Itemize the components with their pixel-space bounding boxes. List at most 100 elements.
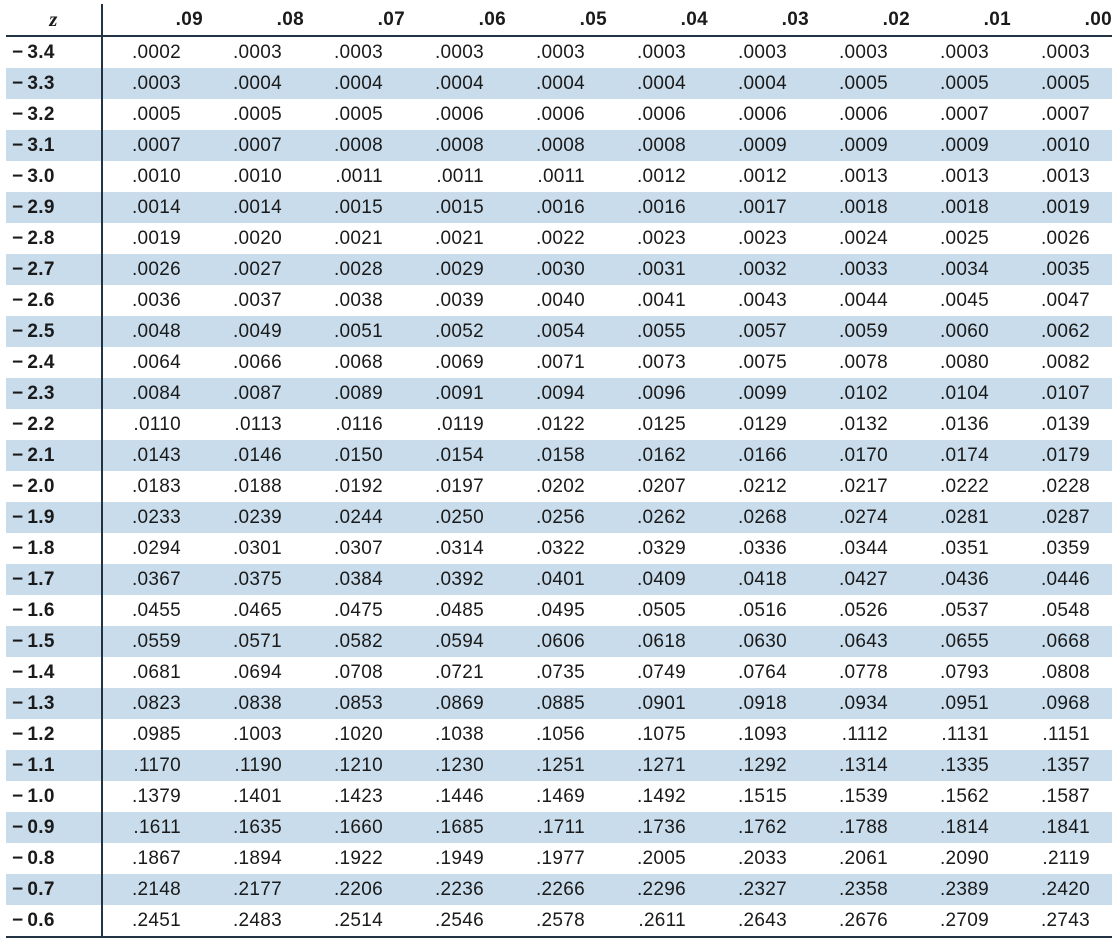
table-cell: .1401 xyxy=(203,781,304,812)
table-row: −3.0.0010.0010.0011.0011.0011.0012.0012.… xyxy=(6,161,1112,192)
table-cell: .0436 xyxy=(910,564,1011,595)
z-value: 0.8 xyxy=(27,848,54,869)
table-cell: .0039 xyxy=(405,285,506,316)
table-cell: .0294 xyxy=(102,533,203,564)
minus-icon: − xyxy=(6,569,27,591)
table-row: −3.3.0003.0004.0004.0004.0004.0004.0004.… xyxy=(6,68,1112,99)
table-cell: .1056 xyxy=(506,719,607,750)
table-cell: .0505 xyxy=(607,595,708,626)
table-cell: .0005 xyxy=(809,68,910,99)
table-cell: .0548 xyxy=(1011,595,1112,626)
table-cell: .2296 xyxy=(607,874,708,905)
table-cell: .0367 xyxy=(102,564,203,595)
z-label-cell: −0.9 xyxy=(6,812,102,843)
table-cell: .0594 xyxy=(405,626,506,657)
table-cell: .0007 xyxy=(102,130,203,161)
minus-icon: − xyxy=(6,135,27,157)
z-table-element: z .09 .08 .07 .06 .05 .04 .03 .02 .01 .0… xyxy=(6,4,1112,938)
table-cell: .0062 xyxy=(1011,316,1112,347)
table-cell: .1314 xyxy=(809,750,910,781)
table-cell: .0075 xyxy=(708,347,809,378)
table-row: −1.7.0367.0375.0384.0392.0401.0409.0418.… xyxy=(6,564,1112,595)
z-label-cell: −2.6 xyxy=(6,285,102,316)
minus-icon: − xyxy=(6,662,27,684)
table-cell: .1210 xyxy=(304,750,405,781)
table-cell: .0004 xyxy=(304,68,405,99)
table-cell: .0188 xyxy=(203,471,304,502)
z-label-cell: −2.8 xyxy=(6,223,102,254)
minus-icon: − xyxy=(6,879,27,901)
table-cell: .0078 xyxy=(809,347,910,378)
table-cell: .0026 xyxy=(102,254,203,285)
table-cell: .0004 xyxy=(203,68,304,99)
table-cell: .1075 xyxy=(607,719,708,750)
z-value: 2.3 xyxy=(27,383,54,404)
table-cell: .0030 xyxy=(506,254,607,285)
table-cell: .0099 xyxy=(708,378,809,409)
minus-icon: − xyxy=(6,910,27,932)
table-cell: .0025 xyxy=(910,223,1011,254)
table-cell: .1977 xyxy=(506,843,607,874)
table-cell: .0455 xyxy=(102,595,203,626)
z-value: 1.7 xyxy=(27,569,54,590)
table-cell: .0013 xyxy=(809,161,910,192)
minus-icon: − xyxy=(6,755,27,777)
table-cell: .0009 xyxy=(809,130,910,161)
table-cell: .0023 xyxy=(607,223,708,254)
table-cell: .0823 xyxy=(102,688,203,719)
table-cell: .0721 xyxy=(405,657,506,688)
table-cell: .1379 xyxy=(102,781,203,812)
z-label-cell: −2.2 xyxy=(6,409,102,440)
table-cell: .2236 xyxy=(405,874,506,905)
table-cell: .0040 xyxy=(506,285,607,316)
table-cell: .0183 xyxy=(102,471,203,502)
table-cell: .0322 xyxy=(506,533,607,564)
table-cell: .0559 xyxy=(102,626,203,657)
z-label-cell: −1.7 xyxy=(6,564,102,595)
table-cell: .0192 xyxy=(304,471,405,502)
minus-icon: − xyxy=(6,259,27,281)
table-cell: .0287 xyxy=(1011,502,1112,533)
table-cell: .0808 xyxy=(1011,657,1112,688)
table-cell: .2514 xyxy=(304,905,405,937)
table-cell: .0985 xyxy=(102,719,203,750)
z-label-cell: −1.5 xyxy=(6,626,102,657)
table-cell: .0026 xyxy=(1011,223,1112,254)
z-value: 2.4 xyxy=(27,352,54,373)
table-cell: .0174 xyxy=(910,440,1011,471)
table-cell: .0359 xyxy=(1011,533,1112,564)
table-cell: .1788 xyxy=(809,812,910,843)
table-cell: .0102 xyxy=(809,378,910,409)
table-cell: .2206 xyxy=(304,874,405,905)
table-cell: .0239 xyxy=(203,502,304,533)
table-row: −1.2.0985.1003.1020.1038.1056.1075.1093.… xyxy=(6,719,1112,750)
table-cell: .1251 xyxy=(506,750,607,781)
table-cell: .0020 xyxy=(203,223,304,254)
table-cell: .0749 xyxy=(607,657,708,688)
header-col: .08 xyxy=(203,4,304,36)
table-cell: .1685 xyxy=(405,812,506,843)
table-cell: .0055 xyxy=(607,316,708,347)
table-cell: .0301 xyxy=(203,533,304,564)
table-cell: .2389 xyxy=(910,874,1011,905)
table-cell: .1446 xyxy=(405,781,506,812)
table-cell: .1190 xyxy=(203,750,304,781)
minus-icon: − xyxy=(6,166,27,188)
table-cell: .0934 xyxy=(809,688,910,719)
minus-icon: − xyxy=(6,414,27,436)
table-cell: .0003 xyxy=(809,36,910,68)
z-label-cell: −0.6 xyxy=(6,905,102,937)
table-cell: .0918 xyxy=(708,688,809,719)
z-label-cell: −2.9 xyxy=(6,192,102,223)
table-cell: .2483 xyxy=(203,905,304,937)
table-cell: .0110 xyxy=(102,409,203,440)
table-cell: .0045 xyxy=(910,285,1011,316)
header-col: .00 xyxy=(1011,4,1112,36)
table-cell: .0003 xyxy=(506,36,607,68)
minus-icon: − xyxy=(6,352,27,374)
table-cell: .0048 xyxy=(102,316,203,347)
minus-icon: − xyxy=(6,383,27,405)
table-cell: .0179 xyxy=(1011,440,1112,471)
header-z: z xyxy=(6,4,102,36)
table-row: −2.9.0014.0014.0015.0015.0016.0016.0017.… xyxy=(6,192,1112,223)
